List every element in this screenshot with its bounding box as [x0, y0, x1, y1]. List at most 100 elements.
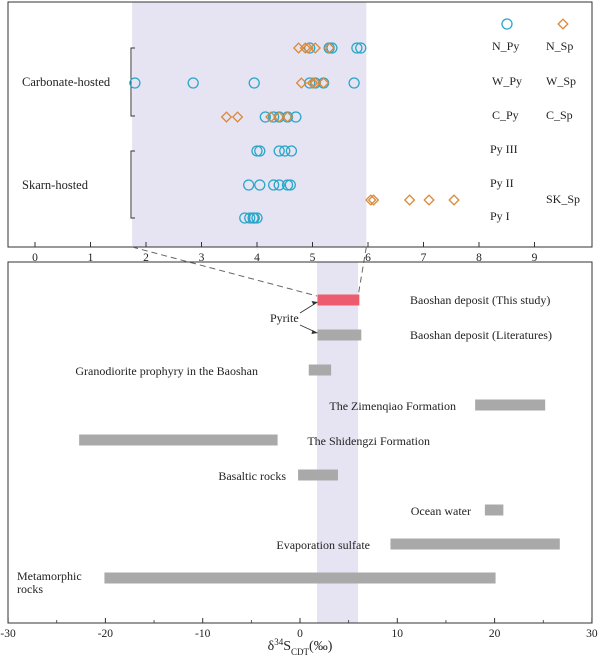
data-point: [351, 42, 363, 54]
data-point: [273, 111, 285, 123]
series-label: SK_Sp: [546, 192, 580, 206]
zoom-connectors: [131, 246, 367, 297]
series-label: W_Py: [492, 74, 522, 88]
top-x-tick-label: 9: [532, 252, 538, 264]
range-bar: [390, 538, 560, 550]
data-point: [259, 111, 271, 123]
data-point: [367, 194, 380, 206]
data-point: [323, 42, 335, 54]
data-point: [317, 77, 330, 89]
series-label: C_Py: [492, 108, 519, 122]
x-axis-label-unit: (‰): [309, 639, 333, 654]
data-point: [365, 194, 377, 206]
top-x-tick-label: 8: [476, 252, 482, 264]
bottom-range-bars: Baoshan deposit (This study) Baoshan depo…: [17, 293, 560, 596]
series-label: W_Sp: [546, 74, 576, 88]
data-point: [267, 111, 280, 123]
bar-label: Ocean water: [411, 504, 471, 518]
data-point: [244, 212, 256, 224]
bar-label: The Shidengzi Formation: [307, 434, 430, 448]
bar-label: Baoshan deposit (Literatures): [410, 328, 552, 342]
bottom-x-tick-label: 30: [586, 628, 598, 640]
data-point: [265, 111, 277, 123]
group-label: Skarn-hosted: [22, 178, 89, 192]
bottom-panel: Baoshan deposit (This study) Baoshan depo…: [0, 261, 598, 656]
connector-left: [131, 246, 318, 297]
bottom-x-tick-label: -10: [195, 628, 211, 640]
data-point: [285, 145, 298, 157]
group-label: Carbonate-hosted: [22, 75, 111, 89]
bottom-x-tick-label: -30: [0, 628, 16, 640]
bottom-x-tick-label: 20: [489, 628, 501, 640]
data-point: [326, 42, 338, 54]
bottom-x-tick-label: 0: [297, 628, 303, 640]
series-label: Py III: [490, 142, 518, 156]
pyrite-label: Pyrite: [270, 311, 299, 325]
bottom-x-axis: -30 -20 -10 0 10 20 30: [0, 618, 598, 640]
range-bar: [308, 364, 332, 376]
series-label: Py I: [490, 209, 510, 223]
data-point: [290, 111, 302, 123]
top-x-tick-label: 5: [310, 252, 316, 264]
group-bracket: [130, 150, 135, 219]
bottom-shaded-range: [317, 262, 359, 623]
top-frame: [7, 1, 593, 248]
range-bar: [484, 504, 504, 516]
legend-marker: [501, 18, 513, 30]
bottom-x-tick-label: 10: [392, 628, 404, 640]
bar-label: rocks: [17, 582, 43, 596]
connector-right: [357, 246, 367, 297]
data-point: [254, 179, 266, 191]
data-point: [299, 42, 312, 54]
data-point: [403, 194, 416, 206]
range-bar: [317, 329, 362, 341]
top-x-tick-label: 7: [421, 252, 427, 264]
data-point: [248, 212, 260, 224]
data-point: [304, 42, 316, 54]
range-bar: [475, 399, 546, 411]
top-shaded-range: [132, 2, 367, 247]
data-point: [306, 77, 319, 89]
bar-label: Baoshan deposit (This study): [410, 293, 550, 307]
top-x-tick-label: 3: [199, 252, 205, 264]
range-bar: [317, 294, 360, 306]
bar-label: Basaltic rocks: [218, 469, 286, 483]
bottom-x-tick-label: -20: [98, 628, 114, 640]
range-bar: [104, 572, 496, 584]
top-x-tick-label: 2: [143, 252, 149, 264]
range-bar: [79, 434, 278, 446]
data-point: [284, 179, 296, 191]
data-point: [309, 77, 321, 89]
series-label: Py II: [490, 176, 514, 190]
data-point: [129, 77, 141, 89]
x-axis-label-s: S: [283, 639, 291, 654]
data-point: [251, 145, 263, 157]
data-point: [220, 111, 233, 123]
data-point: [254, 145, 266, 157]
data-point: [309, 42, 321, 54]
x-axis-label-sup: 34: [274, 637, 284, 647]
bar-label: The Zimenqiao Formation: [329, 399, 456, 413]
top-x-tick-label: 6: [365, 252, 371, 264]
data-point: [281, 179, 294, 191]
data-point: [243, 179, 255, 191]
data-point: [281, 111, 294, 123]
top-group-brackets: Carbonate-hosted Skarn-hosted: [22, 47, 135, 219]
pyrite-arrowhead-2: [311, 330, 318, 334]
top-series-labels: N_Py N_Sp W_Py W_Sp C_Py C_Sp Py III Py II Py I S…: [490, 39, 580, 223]
top-data-points: [129, 42, 460, 224]
x-axis-label: δ34SCDT(‰): [268, 637, 333, 656]
bar-label: Metamorphic: [17, 569, 82, 583]
data-point: [273, 179, 285, 191]
data-point: [248, 77, 260, 89]
top-x-tick-label: 4: [254, 252, 260, 264]
bar-label: Granodiorite prophyry in the Baoshan: [75, 364, 258, 378]
data-point: [267, 179, 280, 191]
data-point: [279, 145, 291, 157]
data-point: [295, 77, 308, 89]
x-axis-label-sub: CDT: [291, 647, 310, 656]
data-point: [251, 212, 263, 224]
data-point: [348, 77, 360, 89]
